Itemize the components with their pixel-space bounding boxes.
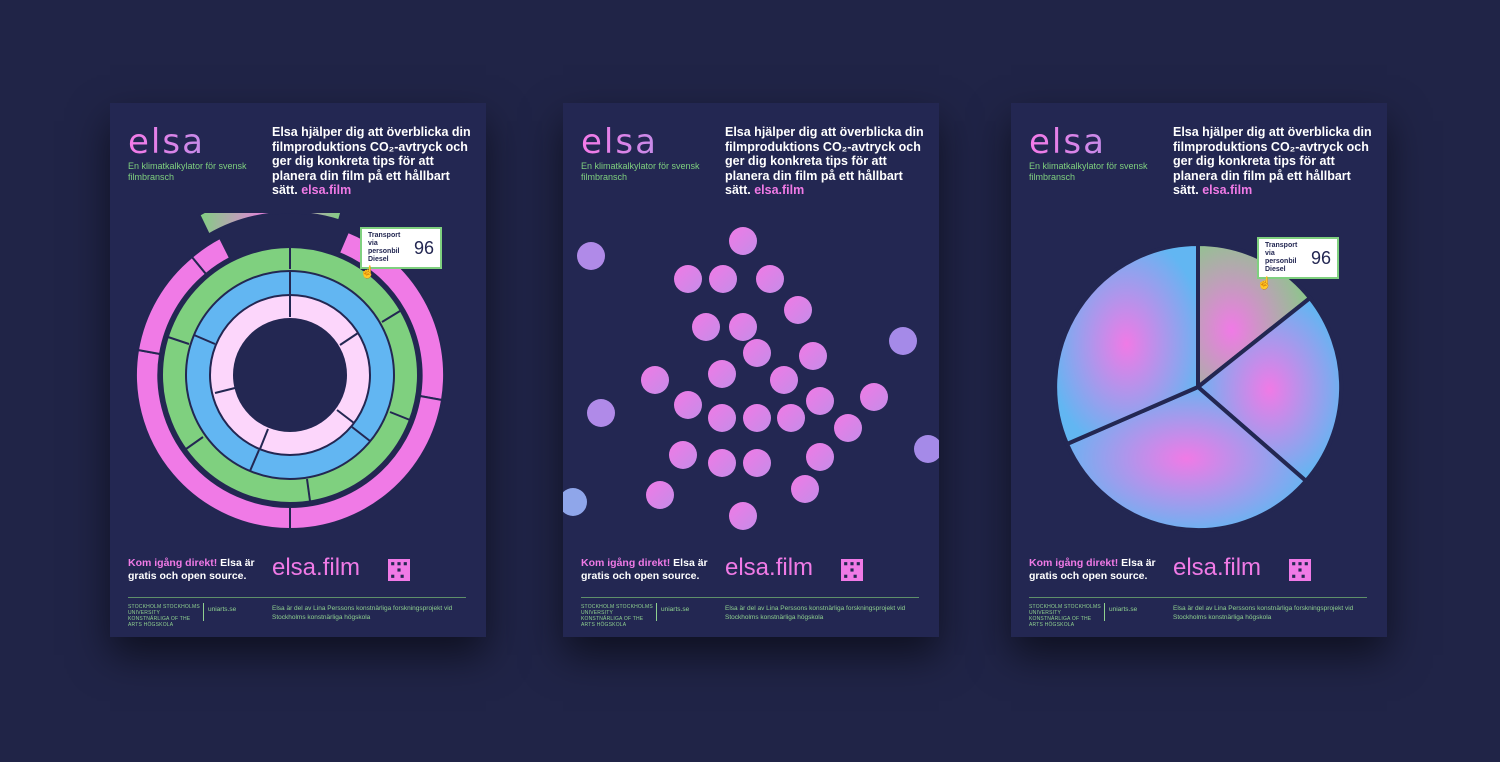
divider	[128, 597, 466, 598]
tooltip-label: Transport via personbil Diesel	[368, 232, 401, 263]
tooltip-value: 96	[414, 237, 435, 258]
bubble	[914, 435, 939, 463]
qr-code-icon	[388, 559, 410, 581]
divider	[1029, 597, 1367, 598]
bubble	[756, 265, 784, 293]
sunburst-chart	[135, 213, 446, 531]
footer-note: Elsa är del av Lina Perssons konstnärlig…	[1173, 605, 1354, 621]
pointer-cursor-icon: ☝	[1257, 276, 1272, 290]
tagline: En klimatkalkylator för svensk filmbrans…	[1029, 161, 1148, 182]
tooltip-value: 96	[1311, 247, 1332, 268]
tooltip-label: Transport via personbil Diesel	[1265, 242, 1298, 273]
big-url[interactable]: elsa.film	[272, 554, 361, 581]
bubble	[791, 475, 819, 503]
bubble	[777, 404, 805, 432]
bubble	[799, 342, 827, 370]
headline-link[interactable]: elsa.film	[301, 183, 352, 197]
bubble	[646, 481, 674, 509]
tagline: En klimatkalkylator för svensk filmbrans…	[581, 161, 700, 182]
bubble	[889, 327, 917, 355]
bubble	[692, 313, 720, 341]
bubble	[729, 227, 757, 255]
bubble	[834, 414, 862, 442]
footer-note: Elsa är del av Lina Perssons konstnärlig…	[725, 605, 906, 621]
headline-link[interactable]: elsa.film	[754, 183, 805, 197]
vertical-separator	[1104, 603, 1105, 621]
headline: Elsa hjälper dig att överblicka din film…	[725, 125, 924, 197]
uniarts-url[interactable]: uniarts.se	[1109, 606, 1138, 613]
bubble	[708, 449, 736, 477]
call-to-action: Kom igång direkt! Elsa är gratis och ope…	[1029, 557, 1156, 582]
elsa-logo: elsa	[1029, 122, 1106, 162]
headline: Elsa hjälper dig att överblicka din film…	[1173, 125, 1372, 197]
bubble	[806, 387, 834, 415]
bubble	[806, 443, 834, 471]
bubble-chart	[563, 227, 939, 530]
uniarts-logo: STOCKHOLM STOCKHOLMS UNIVERSITY KONSTNÄR…	[581, 604, 653, 628]
divider	[581, 597, 919, 598]
bubble	[860, 383, 888, 411]
bubble	[577, 242, 605, 270]
bubble	[708, 360, 736, 388]
uniarts-logo: STOCKHOLM STOCKHOLMS UNIVERSITY KONSTNÄR…	[1029, 604, 1101, 628]
uniarts-url[interactable]: uniarts.se	[208, 606, 237, 613]
call-to-action: Kom igång direkt! Elsa är gratis och ope…	[581, 557, 708, 582]
big-url[interactable]: elsa.film	[1173, 554, 1262, 581]
vertical-separator	[203, 603, 204, 621]
elsa-logo: elsa	[581, 122, 658, 162]
bubble	[770, 366, 798, 394]
highlighted-segment	[198, 213, 347, 236]
bubble	[709, 265, 737, 293]
bubble	[743, 404, 771, 432]
bubble	[729, 502, 757, 530]
bubble	[669, 441, 697, 469]
headline: Elsa hjälper dig att överblicka din film…	[272, 125, 471, 197]
bubble	[729, 313, 757, 341]
footer-note: Elsa är del av Lina Perssons konstnärlig…	[272, 605, 453, 621]
bubble	[563, 488, 587, 516]
bubble	[641, 366, 669, 394]
headline-link[interactable]: elsa.film	[1202, 183, 1253, 197]
bubble	[708, 404, 736, 432]
tagline: En klimatkalkylator för svensk filmbrans…	[128, 161, 247, 182]
qr-code-icon	[841, 559, 863, 581]
bubble	[674, 391, 702, 419]
pointer-cursor-icon: ☝	[360, 265, 375, 279]
elsa-logo: elsa	[128, 122, 205, 162]
bubble	[587, 399, 615, 427]
bubble	[784, 296, 812, 324]
ring-outer-segment	[190, 236, 232, 276]
poster-bubbles: elsa En klimatkalkylator för svensk film…	[563, 103, 939, 637]
pie-chart	[1053, 241, 1344, 533]
qr-code-icon	[1289, 559, 1311, 581]
pie-slice	[1053, 241, 1200, 447]
pie-slice	[1194, 295, 1344, 484]
tooltip: Transport via personbil Diesel 96	[1257, 237, 1340, 279]
uniarts-url[interactable]: uniarts.se	[661, 606, 690, 613]
pie-slice	[1064, 384, 1309, 533]
call-to-action: Kom igång direkt! Elsa är gratis och ope…	[128, 557, 255, 582]
poster-pie: elsa En klimatkalkylator för svensk film…	[1011, 103, 1387, 637]
vertical-separator	[656, 603, 657, 621]
uniarts-logo: STOCKHOLM STOCKHOLMS UNIVERSITY KONSTNÄR…	[128, 604, 200, 628]
bubble	[674, 265, 702, 293]
bubble	[743, 339, 771, 367]
poster-sunburst: elsa En klimatkalkylator för svensk film…	[110, 103, 486, 637]
bubble	[743, 449, 771, 477]
tooltip: Transport via personbil Diesel 96	[360, 227, 443, 269]
big-url[interactable]: elsa.film	[725, 554, 814, 581]
